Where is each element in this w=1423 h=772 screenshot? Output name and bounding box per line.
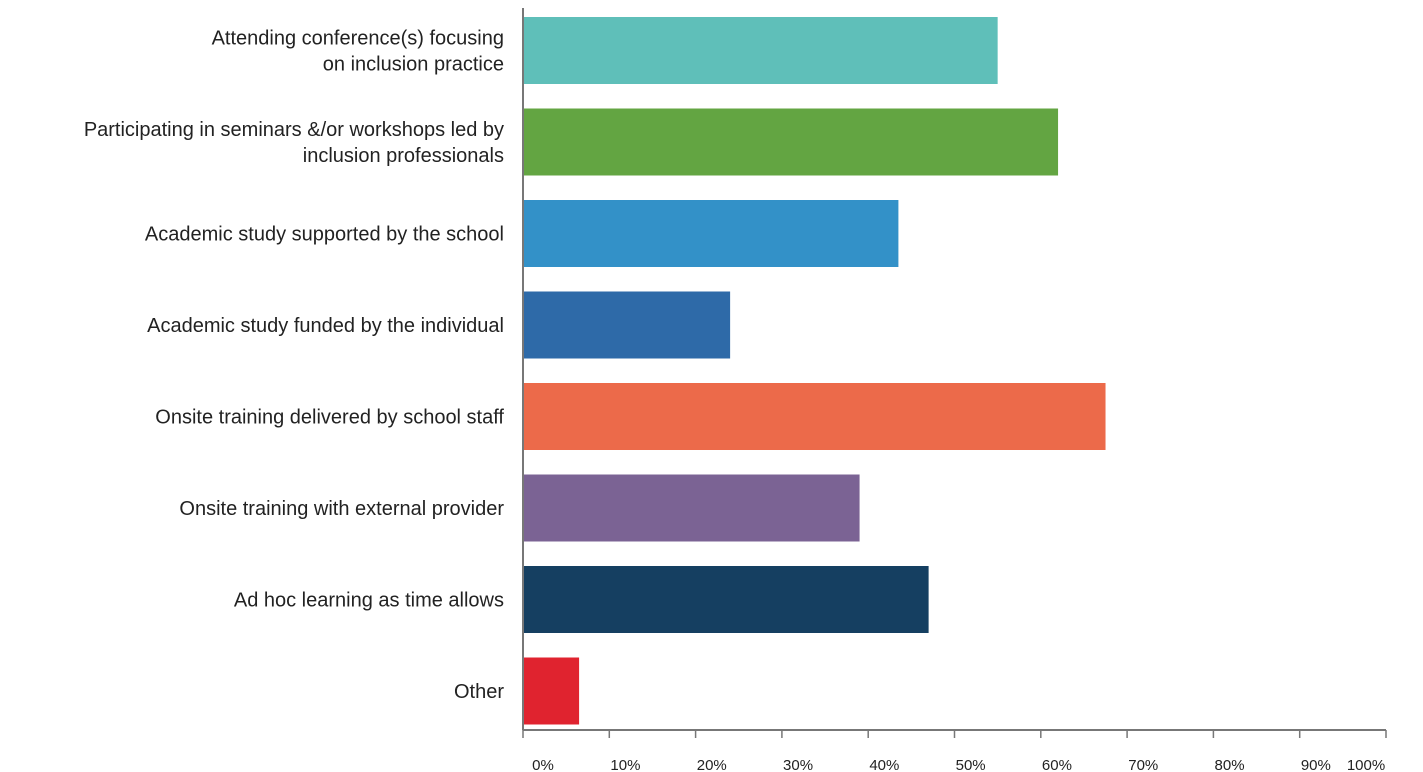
category-label-line: on inclusion practice (323, 54, 504, 76)
category-label-line: Ad hoc learning as time allows (234, 590, 504, 612)
bar (523, 292, 730, 359)
category-label-line: Attending conference(s) focusing (212, 28, 504, 50)
category-label-line: Other (454, 681, 504, 703)
bars-group (523, 17, 1106, 725)
category-label: Academic study funded by the individual (147, 315, 504, 337)
category-label: Attending conference(s) focusing on inclu… (212, 28, 504, 76)
bar (523, 200, 898, 267)
x-tick-label: 60% (1042, 757, 1072, 772)
x-tick-label: 100% (1347, 757, 1385, 772)
x-tick-label: 10% (610, 757, 640, 772)
x-tick-label: 50% (956, 757, 986, 772)
category-label: Participating in seminars &/or workshops… (84, 119, 504, 167)
category-label: Onsite training delivered by school staf… (155, 407, 504, 429)
x-tick-label: 80% (1215, 757, 1245, 772)
category-label-line: Academic study supported by the school (145, 224, 504, 246)
x-tick-label: 40% (869, 757, 899, 772)
category-label: Onsite training with external provider (179, 498, 504, 520)
category-label: Other (454, 681, 504, 703)
bar (523, 109, 1058, 176)
category-label-line: Participating in seminars &/or workshops… (84, 119, 504, 141)
bar (523, 566, 929, 633)
category-label: Ad hoc learning as time allows (234, 590, 504, 612)
category-label: Academic study supported by the school (145, 224, 504, 246)
bar (523, 383, 1106, 450)
bar (523, 475, 860, 542)
x-tick-label: 70% (1128, 757, 1158, 772)
x-tick-label: 30% (783, 757, 813, 772)
category-label-line: Academic study funded by the individual (147, 315, 504, 337)
bar (523, 658, 579, 725)
bar (523, 17, 998, 84)
x-tick-label: 20% (697, 757, 727, 772)
tick-labels-group: 0% 10% 20% 30% 40% 50% 60% 70% 80% 90% 100% (532, 757, 1385, 772)
x-tick-label: 0% (532, 757, 554, 772)
category-label-line: Onsite training with external provider (179, 498, 504, 520)
category-labels-group: Attending conference(s) focusing on inclu… (84, 28, 505, 704)
category-label-line: inclusion professionals (303, 145, 504, 167)
category-label-line: Onsite training delivered by school staf… (155, 407, 504, 429)
x-tick-label: 90% (1301, 757, 1331, 772)
